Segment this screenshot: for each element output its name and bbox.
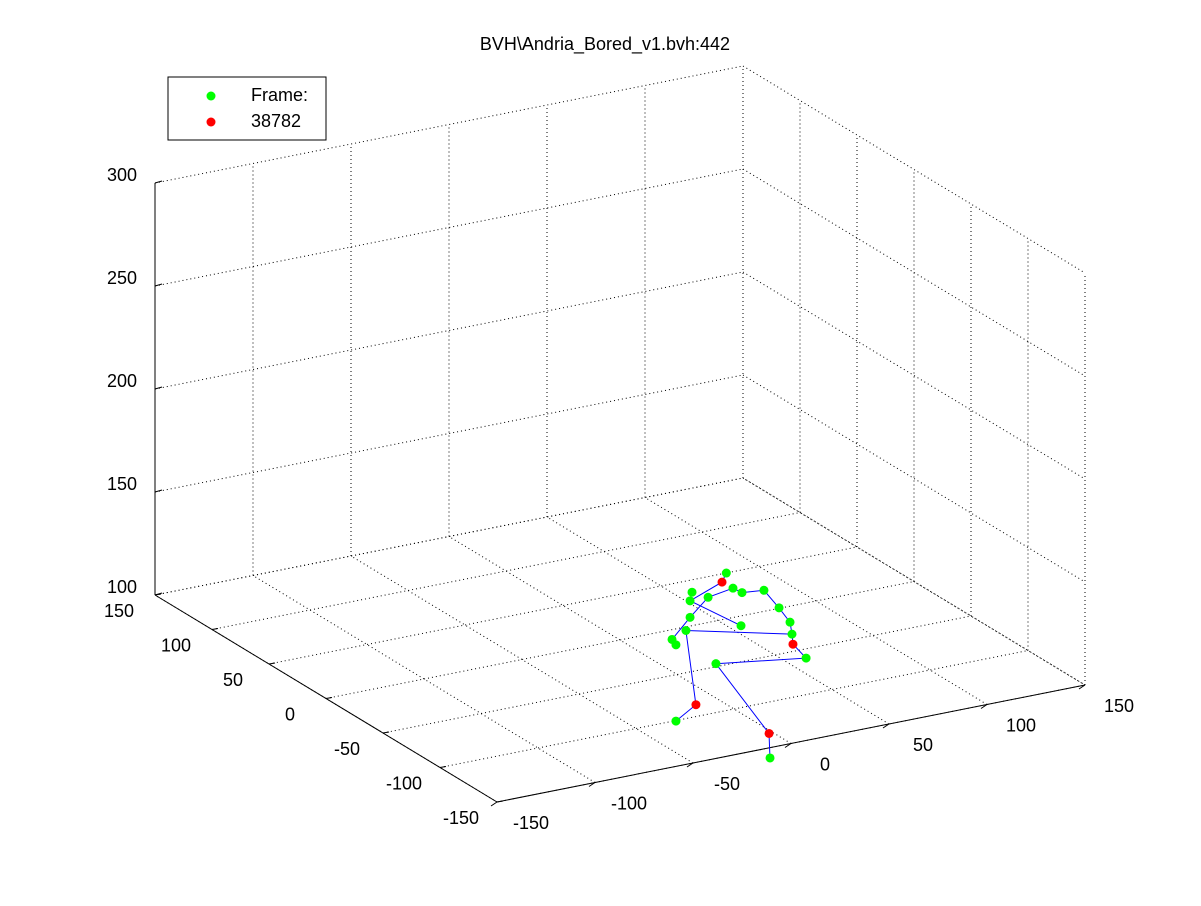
- joint-marker: [801, 653, 811, 663]
- joint-marker: [764, 728, 774, 738]
- z-tick-label: 250: [107, 268, 137, 288]
- legend-marker: [206, 117, 216, 127]
- y-tick-label: -50: [334, 739, 360, 759]
- y-tick: [439, 766, 447, 768]
- x-tick: [784, 743, 792, 748]
- y-tick: [325, 697, 333, 699]
- y-tick: [496, 800, 504, 803]
- y-tick: [268, 662, 276, 665]
- x-tick-label: -100: [611, 793, 647, 813]
- z-tick: [154, 386, 163, 390]
- joint-marker: [671, 716, 681, 726]
- y-tick-label: 100: [161, 635, 191, 655]
- z-tick-label: 100: [107, 577, 137, 597]
- x-tick-label: 150: [1104, 696, 1134, 716]
- x-tick-label: 100: [1006, 715, 1036, 735]
- z-tick-label: 200: [107, 371, 137, 391]
- joint-marker: [717, 577, 727, 587]
- y-tick-label: 150: [104, 601, 134, 621]
- joint-marker: [736, 621, 746, 631]
- joint-marker: [759, 585, 769, 595]
- axes: -150 -100 -50 0 50 100 150 -150 -100 -50 0 50 100 150…: [104, 165, 1134, 833]
- joint-marker: [737, 588, 747, 598]
- joint-marker: [685, 612, 695, 622]
- x-tick-label: -150: [513, 813, 549, 833]
- legend-box: [167, 76, 327, 141]
- joint-marker: [788, 639, 798, 649]
- y-tick: [211, 628, 219, 630]
- z-tick: [154, 592, 163, 596]
- joint-marker: [774, 603, 784, 613]
- x-tick: [882, 723, 890, 729]
- z-tick-label: 300: [107, 165, 137, 185]
- legend-label: Frame:: [251, 85, 308, 105]
- y-tick-label: 0: [285, 704, 295, 724]
- joint-marker: [671, 640, 681, 650]
- chart-title: BVH\Andria_Bored_v1.bvh:442: [480, 34, 730, 55]
- y-tick-label: 50: [223, 670, 243, 690]
- z-tick-label: 150: [107, 474, 137, 494]
- legend: Frame: 38782: [167, 76, 327, 141]
- joint-marker: [685, 596, 695, 606]
- y-tick-label: -150: [443, 808, 479, 828]
- x-tick-label: 0: [820, 754, 830, 774]
- joint-marker: [787, 629, 797, 639]
- x-tick-label: -50: [714, 774, 740, 794]
- x-tick: [588, 782, 596, 787]
- joint-marker: [728, 583, 738, 593]
- joint-marker: [691, 700, 701, 710]
- x-tick: [686, 762, 694, 768]
- joint-marker: [765, 753, 775, 763]
- plot-area: [667, 568, 811, 763]
- z-tick: [154, 180, 163, 184]
- joint-marker: [721, 568, 731, 578]
- y-tick: [382, 731, 390, 734]
- legend-marker: [206, 91, 216, 101]
- z-tick: [154, 283, 163, 287]
- x-tick-label: 50: [913, 735, 933, 755]
- joint-marker: [687, 587, 697, 597]
- joint-marker: [711, 659, 721, 669]
- joint-marker: [681, 626, 691, 636]
- z-tick: [154, 489, 163, 493]
- legend-label: 38782: [251, 111, 301, 131]
- x-tick: [490, 801, 498, 807]
- y-tick-label: -100: [386, 773, 422, 793]
- joint-marker: [785, 617, 795, 627]
- joint-marker: [703, 592, 713, 602]
- x-tick: [1078, 684, 1086, 690]
- x-tick: [980, 704, 988, 709]
